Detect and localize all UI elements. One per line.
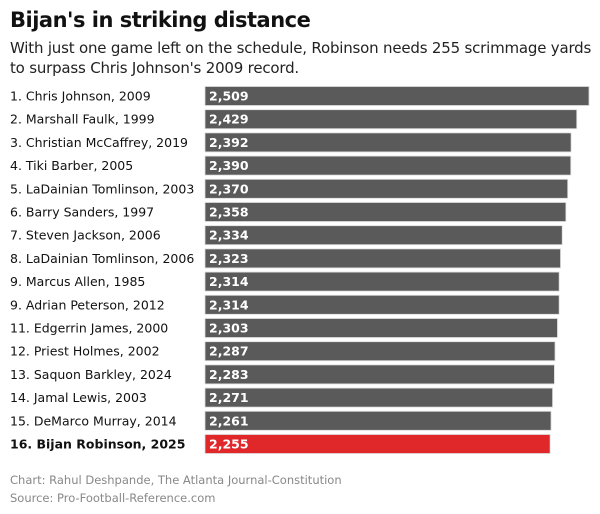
value-label: 2,334	[209, 228, 249, 243]
category-label: 16. Bijan Robinson, 2025	[10, 437, 185, 452]
bar	[204, 132, 572, 153]
category-label: 4. Tiki Barber, 2005	[10, 158, 133, 173]
value-label: 2,271	[209, 390, 249, 405]
value-label: 2,261	[209, 413, 249, 428]
bar	[204, 86, 590, 106]
bar-highlight	[204, 434, 551, 454]
bar	[204, 364, 555, 385]
bar	[204, 271, 560, 292]
value-label: 2,323	[209, 251, 249, 266]
category-label: 8. LaDainian Tomlinson, 2006	[10, 251, 194, 266]
category-label: 5. LaDainian Tomlinson, 2003	[10, 181, 194, 196]
value-label: 2,429	[209, 112, 249, 127]
bar	[204, 109, 578, 130]
bar	[204, 202, 567, 222]
chart-title: Bijan's in striking distance	[10, 8, 311, 32]
bar	[204, 387, 553, 408]
category-label: 3. Christian McCaffrey, 2019	[10, 135, 188, 150]
chart-credit: Chart: Rahul Deshpande, The Atlanta Jour…	[10, 473, 342, 487]
value-label: 2,314	[209, 274, 249, 289]
category-label: 14. Jamal Lewis, 2003	[10, 390, 147, 405]
category-label: 2. Marshall Faulk, 1999	[10, 112, 155, 127]
bar	[204, 248, 561, 269]
category-label: 1. Chris Johnson, 2009	[10, 89, 151, 104]
value-label: 2,370	[209, 181, 249, 196]
category-label: 9. Adrian Peterson, 2012	[10, 297, 165, 312]
category-label: 15. DeMarco Murray, 2014	[10, 413, 177, 428]
category-label: 11. Edgerrin James, 2000	[10, 321, 168, 336]
bar	[204, 341, 556, 362]
value-label: 2,303	[209, 321, 249, 336]
bar	[204, 178, 569, 199]
value-label: 2,287	[209, 344, 249, 359]
bar	[204, 294, 560, 315]
category-label: 6. Barry Sanders, 1997	[10, 205, 154, 220]
value-label: 2,392	[209, 135, 249, 150]
bar	[204, 410, 552, 431]
value-label: 2,358	[209, 205, 249, 220]
chart-source: Source: Pro-Football-Reference.com	[10, 491, 216, 505]
category-label: 12. Priest Holmes, 2002	[10, 344, 160, 359]
value-label: 2,255	[209, 437, 249, 452]
value-label: 2,314	[209, 297, 249, 312]
chart-subtitle: With just one game left on the schedule,…	[10, 39, 592, 77]
bar	[204, 318, 558, 338]
category-label: 9. Marcus Allen, 1985	[10, 274, 145, 289]
value-label: 2,509	[209, 89, 249, 104]
category-label: 13. Saquon Barkley, 2024	[10, 367, 172, 382]
value-label: 2,390	[209, 158, 249, 173]
bar	[204, 155, 572, 176]
category-label: 7. Steven Jackson, 2006	[10, 228, 161, 243]
bar	[204, 225, 563, 246]
value-label: 2,283	[209, 367, 249, 382]
